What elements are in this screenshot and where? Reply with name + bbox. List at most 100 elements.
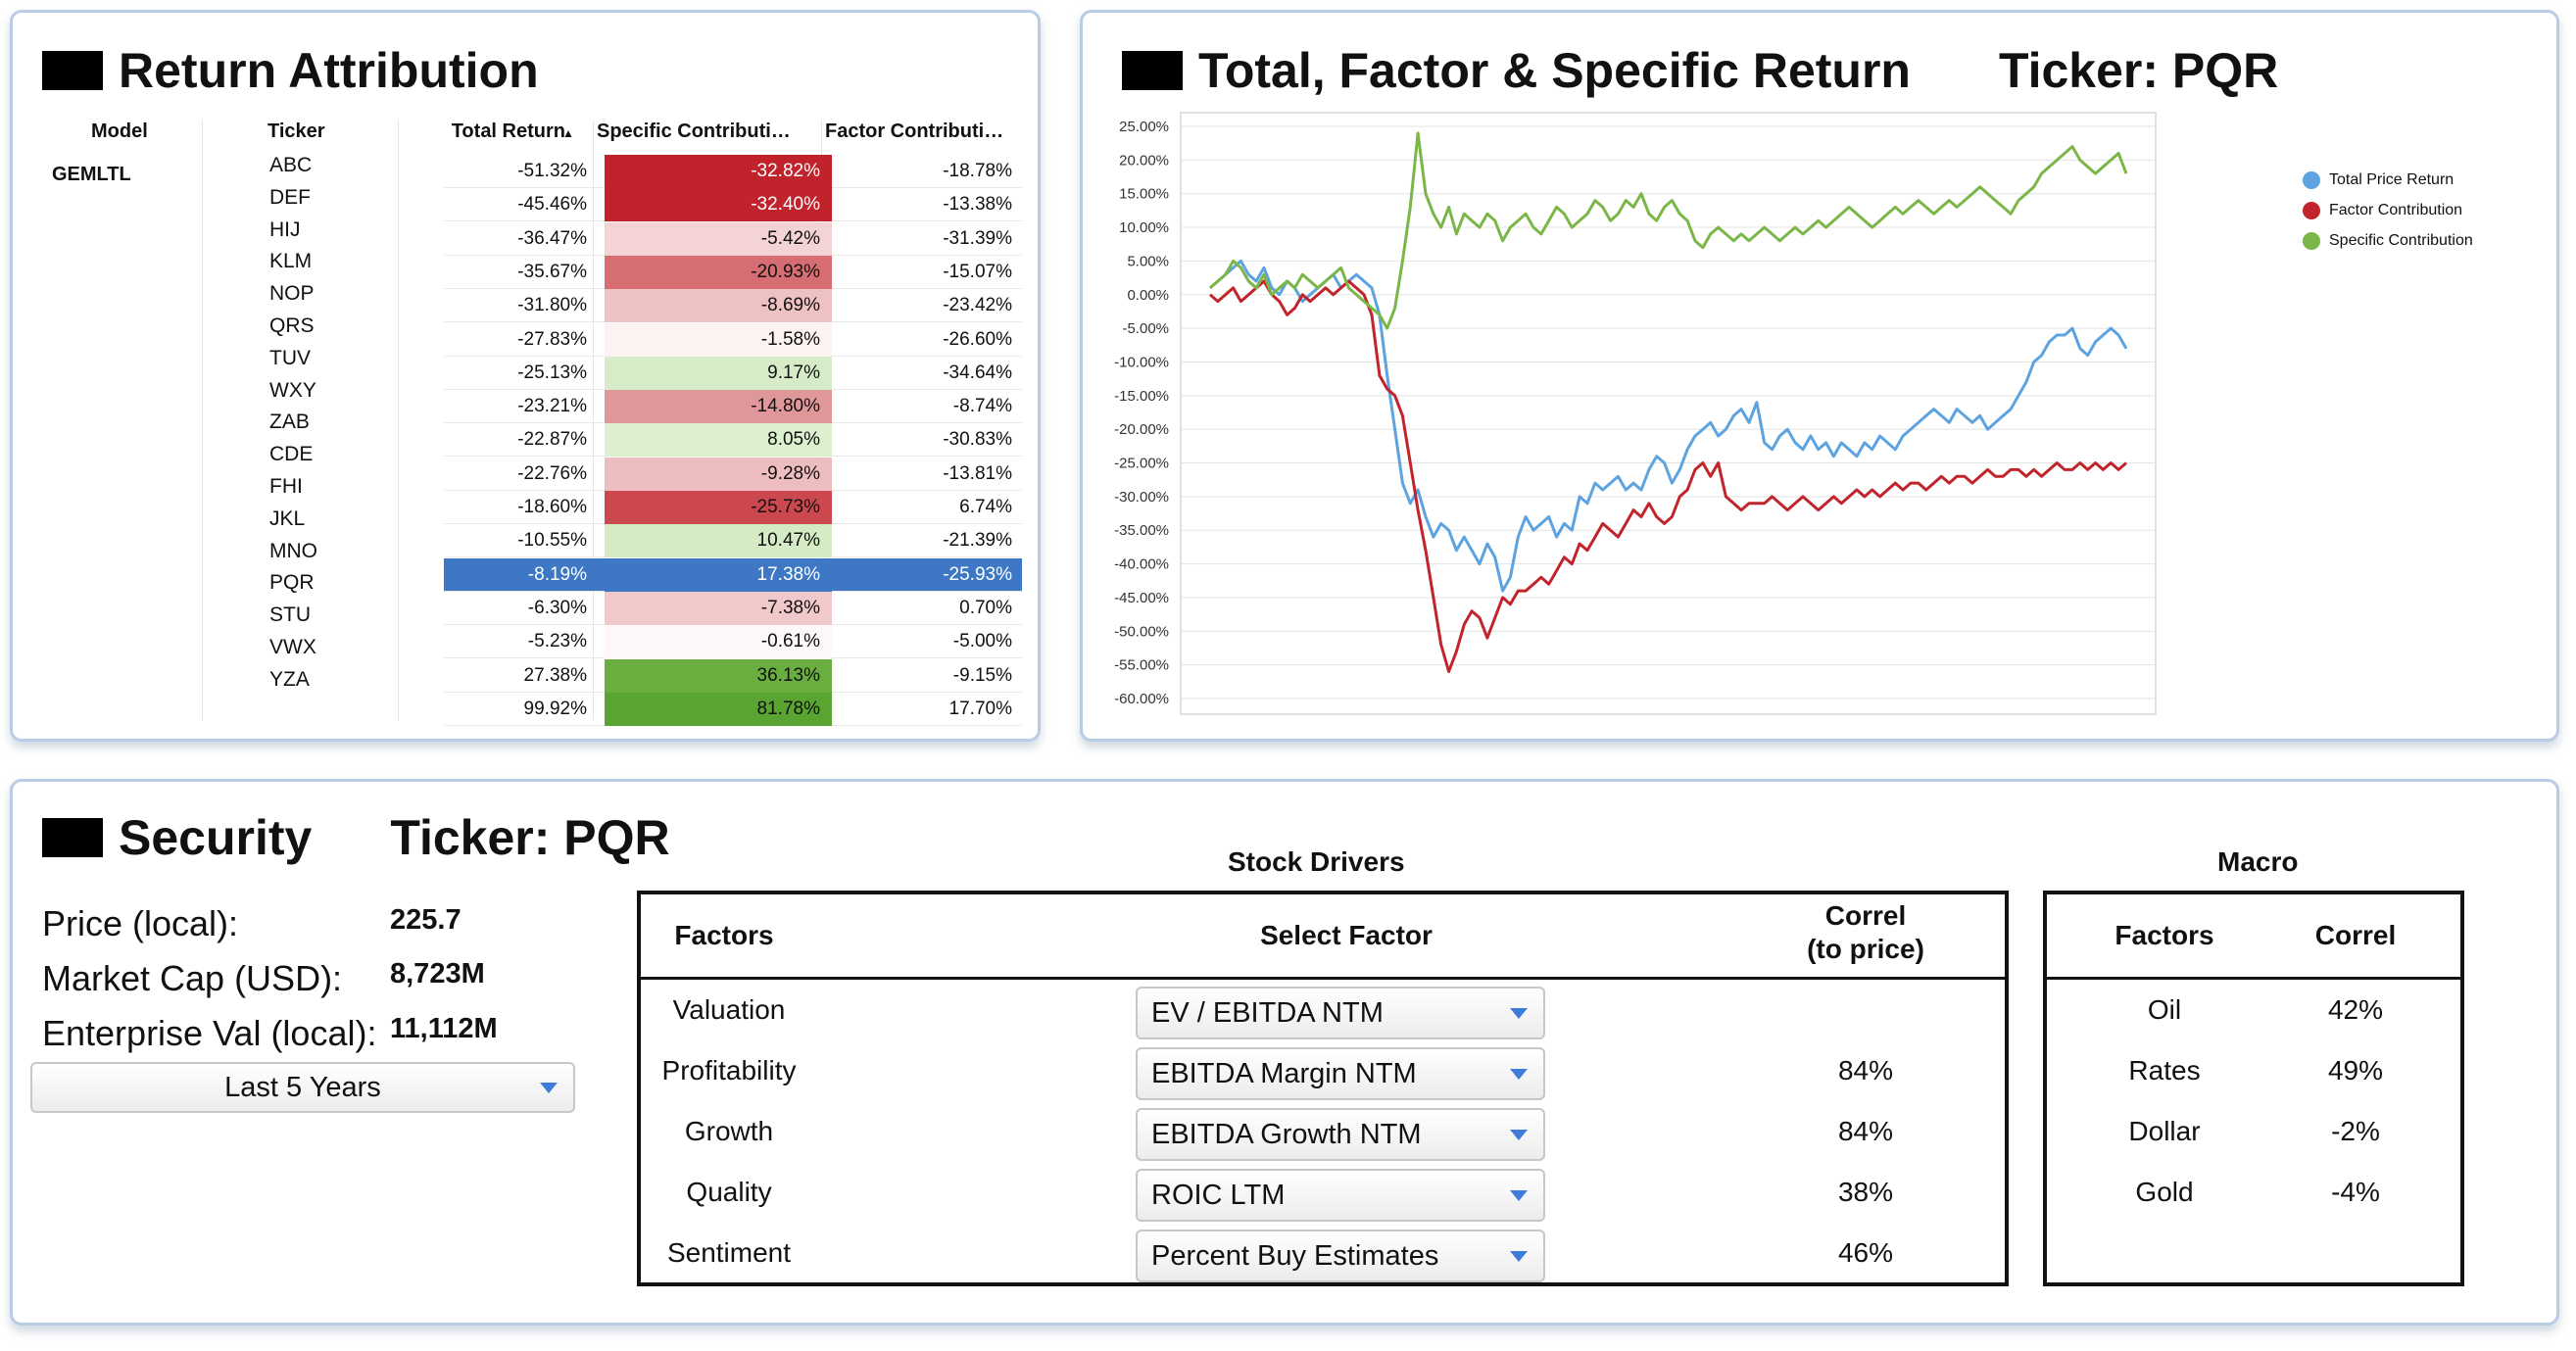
ticker-cell[interactable]: YZA <box>269 667 310 691</box>
legend-item[interactable]: Specific Contribution <box>2303 225 2473 256</box>
specific-contribution-cell: -9.28% <box>605 457 832 491</box>
series-line-1[interactable] <box>1209 279 2127 673</box>
ticker-cell[interactable]: HIJ <box>269 217 301 241</box>
ticker-cell[interactable]: WXY <box>269 378 316 402</box>
ticker-cell[interactable]: NOP <box>269 282 315 306</box>
drivers-header-factors: Factors <box>674 920 774 950</box>
table-row[interactable]: -22.76% -9.28% -13.81% <box>444 457 1022 491</box>
table-row[interactable]: 99.92% 81.78% 17.70% <box>444 692 1022 726</box>
ticker-cell[interactable]: DEF <box>269 185 311 209</box>
stock-drivers-table: Factors Select Factor Correl (to price) … <box>637 891 2009 1286</box>
driver-correl-value: 84% <box>1837 1116 1894 1146</box>
ticker-cell[interactable]: ZAB <box>269 410 310 434</box>
drivers-header-select-factor: Select Factor <box>1260 920 1433 950</box>
factor-contribution-cell: -25.93% <box>943 563 1012 585</box>
ticker-cell[interactable]: STU <box>269 603 311 627</box>
table-row[interactable]: -23.21% -14.80% -8.74% <box>444 390 1022 424</box>
factor-contribution-cell: -31.39% <box>943 227 1012 249</box>
sort-asc-icon[interactable]: ▲ <box>562 126 574 140</box>
col-header-model[interactable]: Model <box>91 121 148 142</box>
specific-contribution-cell: -20.93% <box>605 255 832 289</box>
macro-factor-label: Dollar <box>2128 1116 2201 1146</box>
factor-contribution-cell: -13.81% <box>943 462 1012 484</box>
ticker-cell[interactable]: VWX <box>269 636 316 658</box>
select-factor-dropdown[interactable]: Percent Buy Estimates <box>1136 1230 1545 1282</box>
table-row[interactable]: -10.55% 10.47% -21.39% <box>444 524 1022 558</box>
title-block-icon <box>42 51 103 90</box>
table-row[interactable]: -27.83% -1.58% -26.60% <box>444 322 1022 357</box>
total-return-cell: -36.47% <box>517 227 587 249</box>
col-header-ticker[interactable]: Ticker <box>267 121 325 142</box>
total-return-cell: -18.60% <box>517 497 587 517</box>
table-row[interactable]: 27.38% 36.13% -9.15% <box>444 658 1022 693</box>
security-ticker-label: Ticker: PQR <box>390 810 670 865</box>
select-factor-dropdown[interactable]: ROIC LTM <box>1136 1169 1545 1222</box>
macro-factor-label: Rates <box>2128 1055 2201 1086</box>
table-row[interactable]: -31.80% -8.69% -23.42% <box>444 289 1022 323</box>
factor-contribution-cell: -23.42% <box>943 295 1012 316</box>
macro-table: Factors Correl Oil 42% Rates 49% Dollar -2% Go… <box>2043 891 2464 1286</box>
model-cell: GEMLTL <box>52 164 131 185</box>
select-factor-dropdown[interactable]: EBITDA Margin NTM <box>1136 1047 1545 1100</box>
legend-item[interactable]: Total Price Return <box>2303 165 2473 195</box>
table-row[interactable]: -35.67% -20.93% -15.07% <box>444 255 1022 289</box>
total-return-cell: -31.80% <box>517 295 587 316</box>
line-chart[interactable]: 25.00% 20.00% 15.00% 10.00% 5.00% 0.00% -5.00%… <box>1102 111 2259 738</box>
ticker-cell[interactable]: QRS <box>269 314 315 337</box>
total-return-cell: -10.55% <box>517 530 587 552</box>
y-tick-label: -45.00% <box>1114 590 1169 606</box>
table-row[interactable]: -22.87% 8.05% -30.83% <box>444 423 1022 458</box>
col-header-total-return[interactable]: Total Return <box>451 121 565 142</box>
chart-ticker-label: Ticker: PQR <box>1998 43 2279 98</box>
y-tick-label: 20.00% <box>1119 152 1169 169</box>
driver-factor-label: Growth <box>684 1116 774 1146</box>
drivers-header-correl-sub: (to price) <box>1807 934 1924 964</box>
ticker-cell[interactable]: JKL <box>269 507 306 530</box>
chart-title: Total, Factor & Specific Return Ticker: … <box>1122 42 2278 99</box>
select-factor-value: EBITDA Margin NTM <box>1151 1057 1417 1089</box>
series-line-0[interactable] <box>1209 259 2128 593</box>
stock-drivers-title: Stock Drivers <box>1228 846 1405 877</box>
total-return-cell: 99.92% <box>523 698 587 719</box>
macro-header-correl: Correl <box>2314 920 2397 950</box>
specific-contribution-cell: 8.05% <box>605 423 832 458</box>
security-title: Security Ticker: PQR <box>42 809 670 866</box>
total-return-cell: -45.46% <box>517 194 587 216</box>
ticker-cell[interactable]: CDE <box>269 443 314 466</box>
chart-legend: Total Price Return Factor Contribution Spe… <box>2303 165 2473 256</box>
col-header-factor-contribution[interactable]: Factor Contributi… <box>825 121 1004 142</box>
y-tick-label: 5.00% <box>1127 253 1169 269</box>
table-row[interactable]: -6.30% -7.38% 0.70% <box>444 591 1022 625</box>
ticker-cell[interactable]: PQR <box>269 571 315 595</box>
table-row[interactable]: -36.47% -5.42% -31.39% <box>444 221 1022 256</box>
chevron-down-icon <box>1510 1008 1528 1019</box>
table-row[interactable]: -45.46% -32.40% -13.38% <box>444 188 1022 222</box>
ticker-cell[interactable]: MNO <box>269 539 317 562</box>
legend-item[interactable]: Factor Contribution <box>2303 195 2473 225</box>
col-header-specific-contribution[interactable]: Specific Contributi… <box>597 121 791 142</box>
ticker-cell[interactable]: FHI <box>269 475 303 498</box>
factor-contribution-cell: -8.74% <box>952 396 1012 417</box>
select-factor-dropdown[interactable]: EV / EBITDA NTM <box>1136 987 1545 1039</box>
select-factor-dropdown[interactable]: EBITDA Growth NTM <box>1136 1108 1545 1161</box>
series-line-2[interactable] <box>1209 131 2128 330</box>
table-row[interactable]: -5.23% -0.61% -5.00% <box>444 625 1022 659</box>
legend-label: Total Price Return <box>2329 170 2454 188</box>
macro-correl-value: -2% <box>2331 1116 2380 1146</box>
period-dropdown[interactable]: Last 5 Years <box>30 1062 575 1113</box>
specific-contribution-cell: -8.69% <box>605 289 832 323</box>
macro-factor-label: Oil <box>2147 994 2182 1025</box>
legend-label: Specific Contribution <box>2329 231 2473 249</box>
table-row-selected[interactable]: -8.19% 17.38% -25.93% <box>444 557 1022 592</box>
factor-contribution-cell: 17.70% <box>948 698 1012 719</box>
header-divider <box>641 977 2005 980</box>
ticker-cell[interactable]: TUV <box>269 346 311 369</box>
table-row[interactable]: -18.60% -25.73% 6.74% <box>444 491 1022 524</box>
return-chart-panel: Total, Factor & Specific Return Ticker: … <box>1080 10 2559 742</box>
enterprise-value-label: Enterprise Val (local): <box>42 1013 377 1053</box>
ticker-cell[interactable]: ABC <box>269 154 313 176</box>
legend-swatch-icon <box>2303 231 2320 250</box>
table-row[interactable]: -25.13% 9.17% -34.64% <box>444 356 1022 390</box>
ticker-cell[interactable]: KLM <box>269 250 313 273</box>
table-row[interactable]: -51.32% -32.82% -18.78% <box>444 155 1022 188</box>
